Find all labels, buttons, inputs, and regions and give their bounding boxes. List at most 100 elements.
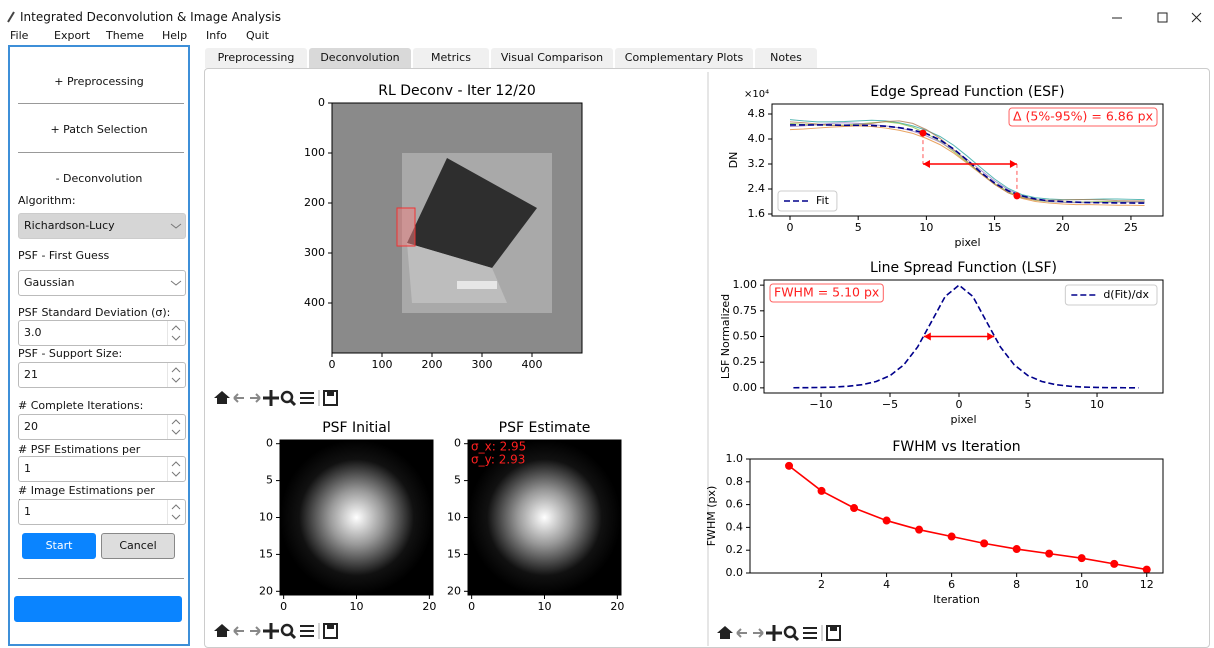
y-tick-label: 0.00	[733, 381, 758, 394]
x-tick-label: 20	[610, 600, 624, 613]
x-tick-label: 2	[818, 578, 825, 591]
x-tick-label: 5	[1025, 398, 1032, 411]
x-tick-label: 5	[855, 221, 862, 234]
plot-title: RL Deconv - Iter 12/20	[378, 83, 536, 99]
series-point	[1143, 566, 1151, 574]
x-tick-label: 0	[468, 600, 475, 613]
y-tick-label: 1.00	[733, 278, 758, 291]
y-offset-label: ×10⁴	[744, 89, 769, 100]
x-tick-label: 10	[538, 600, 552, 613]
y-tick-label: 15	[447, 547, 461, 560]
series-point	[1013, 545, 1021, 553]
y-tick-label: 0.6	[726, 498, 744, 511]
series-point	[785, 462, 793, 470]
x-tick-label: 10	[1075, 578, 1089, 591]
y-tick-label: 15	[259, 547, 273, 560]
x-tick-label: −5	[882, 398, 898, 411]
y-tick-label: 10	[259, 511, 273, 524]
x-tick-label: 20	[1056, 221, 1070, 234]
series-line	[789, 466, 1147, 570]
y-tick-label: 2.4	[748, 182, 766, 195]
y-axis-label: FWHM (px)	[705, 486, 718, 547]
y-tick-label: 10	[447, 511, 461, 524]
x-tick-label: 100	[372, 358, 393, 371]
x-axis-label: pixel	[950, 413, 976, 426]
y-tick-label: 4.0	[748, 132, 766, 145]
x-tick-label: 15	[988, 221, 1002, 234]
series-point	[850, 504, 858, 512]
series-point	[1110, 560, 1118, 568]
series-point	[1045, 550, 1053, 558]
y-tick-label: 20	[447, 584, 461, 597]
series-point	[883, 517, 891, 525]
y-tick-label: 0	[454, 437, 461, 450]
annotation: FWHM = 5.10 px	[774, 285, 879, 300]
y-axis-label: DN	[727, 152, 740, 169]
x-tick-label: 12	[1140, 578, 1154, 591]
plot-toolbar[interactable]	[214, 390, 337, 406]
axes-frame	[750, 459, 1163, 573]
x-tick-label: 0	[956, 398, 963, 411]
plots: 01002003004000100200300400RL Deconv - It…	[0, 0, 1214, 646]
app-window: Integrated Deconvolution & Image Analysi…	[0, 0, 1214, 646]
x-tick-label: 10	[919, 221, 933, 234]
x-tick-label: 300	[472, 358, 493, 371]
y-tick-label: 0.4	[726, 520, 744, 533]
y-tick-label: 3.2	[748, 157, 766, 170]
y-tick-label: 300	[304, 246, 325, 259]
y-tick-label: 0.0	[726, 566, 744, 579]
plot-title: FWHM vs Iteration	[892, 439, 1020, 455]
y-tick-label: 5	[266, 474, 273, 487]
plot-toolbar[interactable]	[214, 623, 337, 639]
psf-annotation: σ_x: 2.95	[471, 440, 526, 454]
y-tick-label: 20	[259, 584, 273, 597]
edge-profile	[790, 126, 1145, 206]
x-tick-label: 0	[329, 358, 336, 371]
y-tick-label: 200	[304, 196, 325, 209]
x-tick-label: 6	[948, 578, 955, 591]
x-axis-label: Iteration	[933, 593, 980, 606]
x-axis-label: pixel	[954, 236, 980, 249]
y-tick-label: 0.50	[733, 330, 758, 343]
y-tick-label: 0.8	[726, 475, 744, 488]
series-point	[818, 487, 826, 495]
x-tick-label: 4	[883, 578, 890, 591]
psf-annotation: σ_y: 2.93	[471, 453, 525, 467]
y-tick-label: 100	[304, 146, 325, 159]
y-tick-label: 1.6	[748, 207, 766, 220]
x-tick-label: 25	[1124, 221, 1138, 234]
plot-title: Line Spread Function (LSF)	[870, 260, 1057, 276]
x-tick-label: 200	[422, 358, 443, 371]
satellite-image	[332, 103, 582, 353]
y-tick-label: 0.75	[733, 304, 758, 317]
x-tick-label: −10	[809, 398, 832, 411]
x-tick-label: 8	[1013, 578, 1020, 591]
y-axis-label: LSF Normalized	[719, 294, 732, 379]
plot-title: Edge Spread Function (ESF)	[870, 84, 1064, 100]
series-point	[980, 539, 988, 547]
y-tick-label: 0	[266, 437, 273, 450]
x-tick-label: 10	[1090, 398, 1104, 411]
x-tick-label: 10	[350, 600, 364, 613]
y-tick-label: 400	[304, 296, 325, 309]
series-point	[1078, 554, 1086, 562]
y-tick-label: 0	[318, 96, 325, 109]
plot-toolbar[interactable]	[717, 625, 840, 641]
edge-profile	[790, 121, 1145, 201]
x-tick-label: 400	[522, 358, 543, 371]
y-tick-label: 4.8	[748, 107, 766, 120]
y-tick-label: 5	[454, 474, 461, 487]
series-point	[948, 533, 956, 541]
y-tick-label: 0.25	[733, 355, 758, 368]
x-tick-label: 0	[787, 221, 794, 234]
legend-label: Fit	[816, 194, 830, 207]
plot-title: PSF Estimate	[499, 420, 591, 436]
series-point	[915, 526, 923, 534]
annotation: Δ (5%-95%) = 6.86 px	[1013, 109, 1153, 124]
edge-marker	[1013, 192, 1020, 199]
legend-label: d(Fit)/dx	[1103, 288, 1149, 301]
psf-image	[280, 440, 433, 595]
edge-marker	[919, 130, 926, 137]
x-tick-label: 20	[422, 600, 436, 613]
y-tick-label: 0.2	[726, 543, 744, 556]
